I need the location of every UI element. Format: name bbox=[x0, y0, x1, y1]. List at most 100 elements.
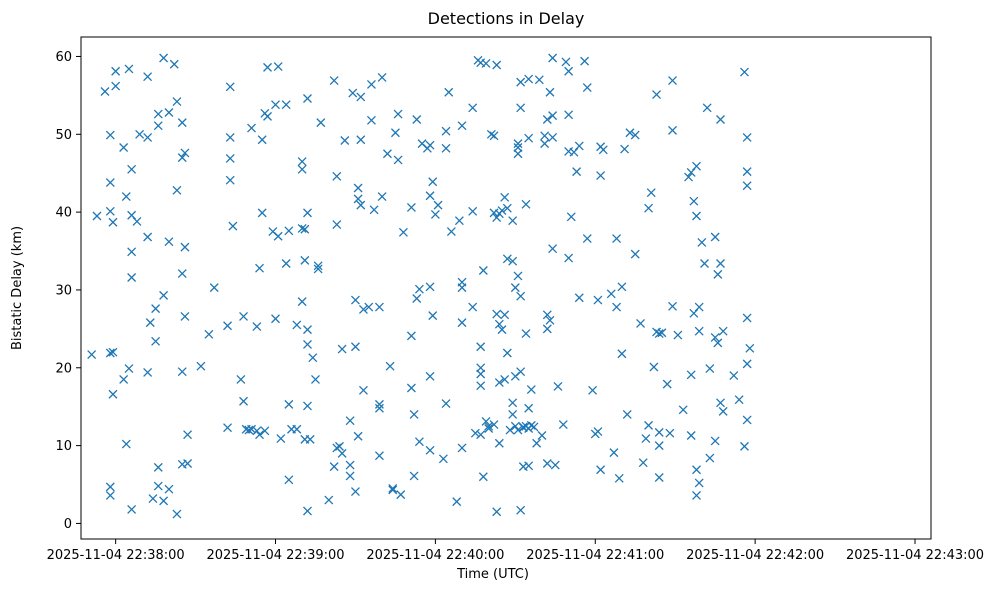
x-tick-label: 2025-11-04 22:40:00 bbox=[366, 548, 504, 563]
y-tick-label: 10 bbox=[55, 439, 72, 454]
detection-marker bbox=[510, 283, 520, 293]
detection-marker bbox=[540, 139, 550, 149]
detection-marker bbox=[548, 244, 558, 254]
detection-marker bbox=[225, 175, 235, 185]
detection-marker bbox=[729, 371, 739, 381]
detection-marker bbox=[489, 420, 499, 430]
detection-marker bbox=[119, 374, 129, 384]
detection-marker bbox=[303, 208, 312, 218]
detection-marker bbox=[159, 53, 169, 63]
detection-marker bbox=[393, 155, 403, 165]
detection-marker bbox=[492, 213, 502, 223]
detection-marker bbox=[593, 295, 603, 305]
detection-marker bbox=[255, 263, 264, 273]
detection-marker bbox=[382, 149, 392, 159]
detection-marker bbox=[414, 437, 424, 447]
detection-marker bbox=[388, 485, 398, 495]
detection-marker bbox=[153, 481, 163, 491]
detection-marker bbox=[516, 77, 526, 87]
detection-marker bbox=[740, 67, 749, 77]
detection-marker bbox=[297, 224, 307, 233]
detection-marker bbox=[654, 329, 664, 338]
plot-area bbox=[81, 37, 931, 539]
detection-marker bbox=[492, 507, 502, 517]
detection-marker bbox=[225, 153, 235, 163]
detection-marker bbox=[582, 234, 592, 244]
detection-marker bbox=[657, 328, 667, 338]
detection-marker bbox=[481, 417, 491, 426]
detection-marker bbox=[409, 410, 419, 419]
detection-marker bbox=[223, 321, 233, 331]
detection-marker bbox=[300, 224, 310, 234]
detection-marker bbox=[239, 396, 248, 406]
detection-marker bbox=[638, 458, 648, 468]
detection-marker bbox=[636, 318, 646, 328]
detection-marker bbox=[108, 389, 118, 399]
detection-marker bbox=[742, 415, 752, 425]
detection-marker bbox=[484, 421, 494, 431]
plot-frame bbox=[80, 36, 932, 540]
detection-marker bbox=[353, 194, 363, 204]
detection-marker bbox=[742, 359, 752, 369]
detection-marker bbox=[566, 212, 576, 222]
detection-marker bbox=[468, 103, 478, 113]
detection-marker bbox=[180, 148, 190, 158]
detection-marker bbox=[374, 399, 384, 409]
detection-marker bbox=[476, 369, 486, 379]
detection-marker bbox=[180, 311, 190, 321]
detection-marker bbox=[105, 348, 115, 358]
detection-marker bbox=[356, 135, 366, 145]
detection-marker bbox=[526, 420, 536, 430]
detection-marker bbox=[406, 383, 416, 393]
detection-marker bbox=[529, 422, 539, 432]
detection-marker bbox=[500, 310, 510, 320]
detection-marker bbox=[263, 62, 272, 72]
detection-marker bbox=[145, 318, 155, 328]
detection-marker bbox=[374, 302, 384, 312]
chart-title: Detections in Delay bbox=[428, 9, 585, 28]
detection-marker bbox=[412, 294, 422, 303]
detection-marker bbox=[518, 422, 528, 432]
detection-marker bbox=[545, 315, 555, 325]
detection-marker bbox=[271, 100, 280, 110]
detection-marker bbox=[183, 459, 193, 468]
detection-marker bbox=[284, 475, 294, 485]
detection-marker bbox=[481, 59, 491, 68]
detection-marker bbox=[169, 59, 179, 69]
detection-marker bbox=[148, 494, 158, 503]
detection-marker bbox=[366, 80, 376, 89]
detection-marker bbox=[196, 361, 206, 371]
detection-marker bbox=[644, 203, 654, 213]
detection-marker bbox=[223, 423, 233, 433]
detection-marker bbox=[668, 125, 677, 135]
detection-marker bbox=[524, 74, 534, 84]
detection-marker bbox=[686, 431, 696, 440]
detection-marker bbox=[537, 431, 547, 440]
detection-marker bbox=[105, 206, 115, 216]
detection-marker bbox=[257, 208, 267, 218]
detection-marker bbox=[564, 66, 574, 76]
detection-marker bbox=[406, 202, 416, 212]
detection-marker bbox=[385, 361, 395, 371]
detection-marker bbox=[159, 496, 169, 506]
detection-marker bbox=[180, 242, 190, 252]
detection-marker bbox=[692, 465, 701, 475]
detection-marker bbox=[716, 398, 725, 408]
detection-marker bbox=[390, 128, 400, 138]
detection-marker bbox=[476, 430, 486, 440]
detection-marker bbox=[617, 349, 627, 359]
detection-marker bbox=[574, 141, 584, 151]
detection-marker bbox=[164, 108, 174, 117]
detection-marker bbox=[457, 443, 467, 453]
detection-marker bbox=[105, 178, 115, 188]
detection-marker bbox=[716, 259, 725, 268]
detection-marker bbox=[111, 81, 121, 91]
detection-marker bbox=[716, 115, 725, 124]
detection-marker bbox=[425, 371, 435, 381]
detection-marker bbox=[630, 249, 640, 259]
detection-marker bbox=[332, 220, 342, 230]
detection-marker bbox=[553, 381, 563, 391]
detection-marker bbox=[345, 416, 355, 426]
detection-marker bbox=[508, 410, 518, 419]
detection-marker bbox=[406, 331, 416, 341]
